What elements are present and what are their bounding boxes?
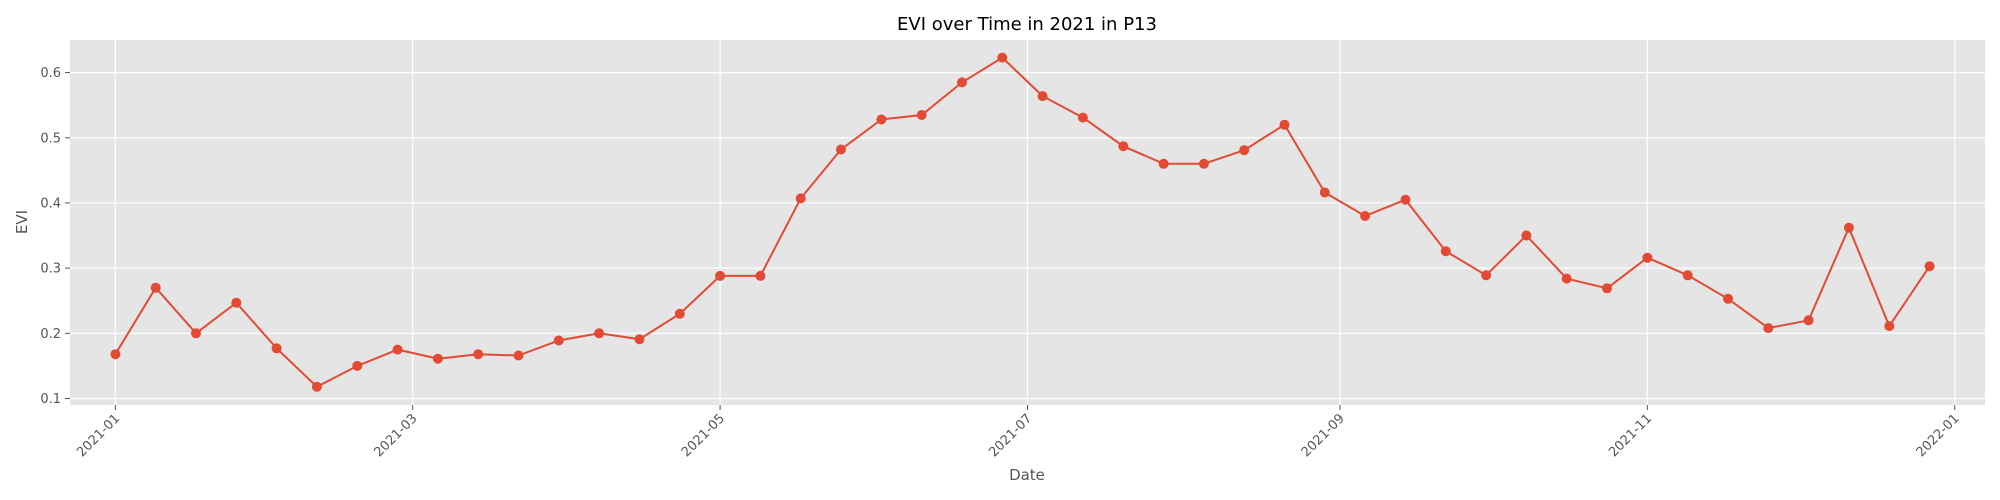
y-tick-label: 0.4	[40, 196, 61, 211]
data-point	[1158, 158, 1169, 169]
data-point	[1763, 323, 1774, 334]
data-point	[352, 360, 363, 371]
data-point	[1602, 283, 1612, 294]
x-tick-label: 2021-05	[679, 411, 728, 460]
data-point	[110, 349, 121, 360]
data-point	[1319, 187, 1330, 198]
data-point	[191, 328, 201, 339]
data-point	[1400, 194, 1411, 205]
chart-title: EVI over Time in 2021 in P13	[897, 14, 1157, 35]
y-tick-label: 0.6	[40, 66, 61, 81]
data-point	[392, 344, 403, 355]
y-tick-label: 0.1	[40, 392, 61, 407]
data-point	[1561, 273, 1572, 284]
data-point	[594, 328, 605, 339]
data-point	[1884, 321, 1895, 332]
data-point	[1803, 315, 1814, 326]
data-point	[1642, 252, 1653, 263]
data-point	[231, 297, 242, 308]
x-tick-label: 2021-09	[1299, 411, 1348, 460]
data-point	[513, 350, 524, 361]
x-tick-label: 2021-01	[74, 411, 123, 460]
data-point	[795, 193, 806, 204]
data-point	[876, 114, 887, 125]
data-point	[836, 144, 846, 155]
data-point	[1924, 261, 1935, 272]
data-point	[715, 270, 726, 281]
data-point	[432, 353, 443, 364]
data-point	[1521, 230, 1532, 241]
data-point	[1118, 141, 1129, 152]
data-point	[957, 77, 967, 88]
data-point	[1682, 270, 1693, 281]
evi-series-points	[110, 52, 1935, 392]
data-point	[473, 349, 484, 360]
data-point	[271, 343, 282, 354]
data-point	[997, 52, 1008, 63]
y-tick-label: 0.3	[40, 262, 61, 277]
x-tick-label: 2021-07	[986, 411, 1035, 460]
data-point	[1279, 119, 1290, 130]
data-point	[1360, 211, 1371, 221]
y-tick-label: 0.2	[40, 327, 61, 342]
data-point	[311, 381, 322, 392]
evi-series-line	[114, 56, 1931, 389]
data-point	[1077, 112, 1088, 123]
data-point	[634, 334, 645, 345]
data-point	[1239, 145, 1250, 156]
data-point	[150, 282, 161, 293]
y-axis-label: EVI	[13, 210, 31, 234]
x-tick-label: 2022-01	[1914, 411, 1963, 460]
data-point	[1723, 293, 1733, 304]
data-point	[674, 308, 685, 319]
x-tick-label: 2021-03	[371, 411, 420, 460]
data-point	[1037, 91, 1048, 102]
data-point	[755, 270, 766, 281]
data-point	[1481, 270, 1492, 281]
x-tick-label: 2021-11	[1606, 411, 1655, 460]
data-point	[916, 110, 927, 120]
grid	[70, 40, 1985, 405]
data-point	[1843, 222, 1854, 233]
y-tick-label: 0.5	[40, 131, 61, 146]
data-point	[1198, 158, 1209, 169]
x-axis-label: Date	[1009, 466, 1045, 484]
data-point	[1440, 246, 1451, 257]
data-point	[553, 335, 564, 346]
